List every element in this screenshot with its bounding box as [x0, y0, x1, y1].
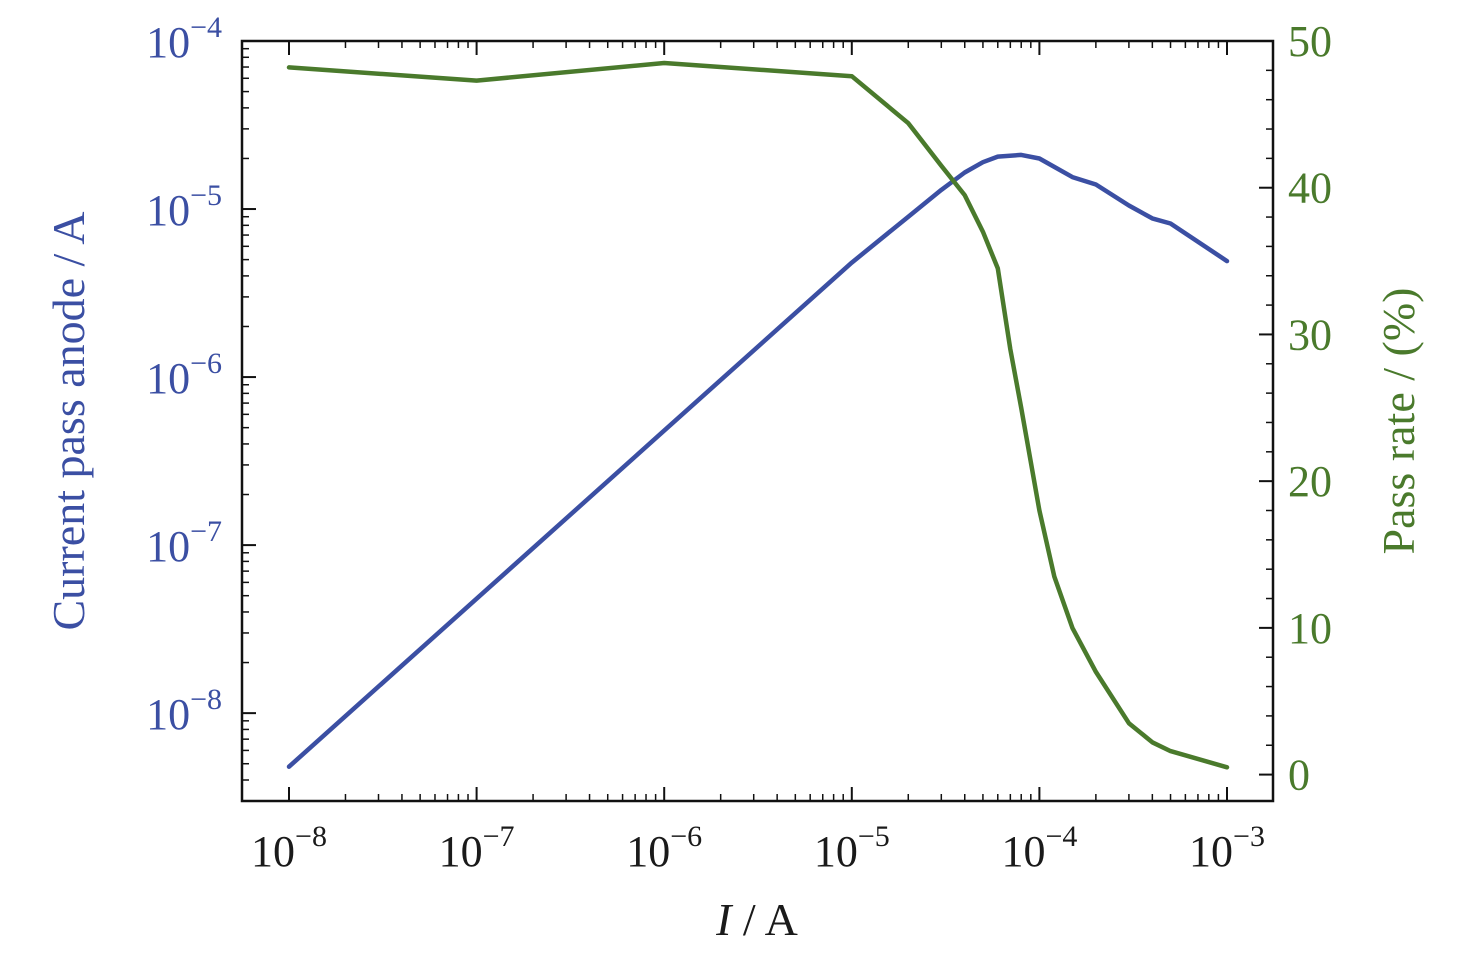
y-left-tick-label-exp: −4: [190, 11, 222, 44]
y-left-tick-label: 10−6: [146, 347, 222, 403]
x-tick-label-base: 10: [1001, 827, 1045, 876]
x-axis-label-italic: I: [715, 894, 734, 945]
x-tick-label-exp: −3: [1233, 820, 1265, 853]
y-left-tick-label-exp: −8: [190, 683, 222, 716]
y-left-tick-label-exp: −5: [190, 179, 222, 212]
x-tick-label-base: 10: [626, 827, 670, 876]
y-left-tick-label-exp: −6: [190, 347, 222, 380]
y-left-tick-label: 10−7: [146, 515, 222, 571]
ticks-layer: [242, 40, 1273, 802]
y-left-tick-label: 10−4: [146, 11, 222, 67]
x-tick-label-base: 10: [439, 827, 483, 876]
y-left-tick-label: 10−5: [146, 179, 222, 235]
x-tick-label: 10−8: [251, 820, 327, 876]
y-right-axis-label: Pass rate / (%): [1373, 288, 1424, 555]
x-tick-label: 10−7: [439, 820, 515, 876]
x-tick-label: 10−5: [814, 820, 890, 876]
y-left-tick-label-base: 10: [146, 354, 190, 403]
plot-frame: [240, 39, 1275, 803]
y-right-tick-label: 0: [1288, 751, 1310, 800]
x-tick-label-base: 10: [814, 827, 858, 876]
x-tick-label-exp: −4: [1045, 820, 1077, 853]
x-tick-label-base: 10: [1189, 827, 1233, 876]
y-left-axis-label: Current pass anode / A: [43, 211, 94, 630]
labels-layer: 10−8 10−7 10−6 10−5 10−4 10−310−810−710−610−5…: [146, 11, 1332, 876]
x-tick-label: 10−3: [1189, 820, 1265, 876]
y-left-tick-label-base: 10: [146, 18, 190, 67]
x-axis-label-unit: / A: [731, 894, 797, 945]
x-tick-label-base: 10: [251, 827, 295, 876]
y-left-tick-label: 10−8: [146, 683, 222, 739]
y-right-tick-label: 20: [1288, 457, 1332, 506]
y-right-tick-label: 40: [1288, 164, 1332, 213]
y-left-tick-label-base: 10: [146, 186, 190, 235]
y-right-tick-label: 30: [1288, 310, 1332, 359]
x-axis-label: I / A: [715, 894, 798, 945]
series-layer: [286, 60, 1230, 770]
y-left-tick-label-exp: −7: [190, 515, 222, 548]
x-tick-label-exp: −7: [483, 820, 515, 853]
x-tick-label-exp: −8: [295, 820, 327, 853]
y-left-tick-label-base: 10: [146, 522, 190, 571]
y-left-tick-label-base: 10: [146, 690, 190, 739]
x-tick-label: 10−4: [1001, 820, 1077, 876]
x-tick-label-exp: −5: [858, 820, 890, 853]
x-tick-label-exp: −6: [670, 820, 702, 853]
y-right-tick-label: 50: [1288, 17, 1332, 66]
series-line-left: [286, 152, 1230, 769]
series-line-right: [286, 60, 1230, 770]
y-right-tick-label: 10: [1288, 604, 1332, 653]
x-tick-label: 10−6: [626, 820, 702, 876]
